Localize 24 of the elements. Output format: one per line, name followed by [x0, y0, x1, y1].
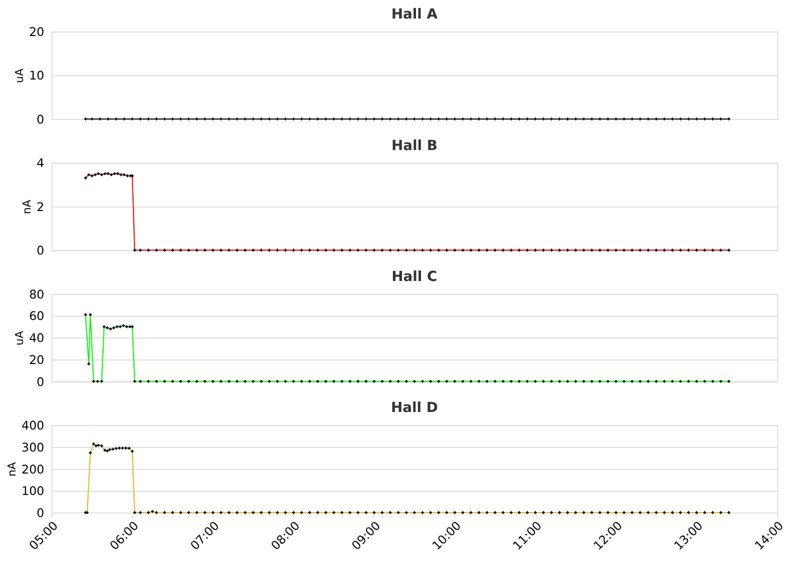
y-tick-label: 2	[36, 200, 44, 214]
y-tick-label: 0	[36, 374, 44, 389]
y-tick-label: 20	[29, 352, 44, 367]
y-tick-label: 80	[29, 287, 44, 302]
y-tick-label: 0	[36, 506, 44, 520]
y-axis-title: nA	[6, 462, 18, 477]
chart-title: Hall C	[392, 268, 438, 285]
y-tick-label: 40	[29, 331, 44, 346]
y-tick-label: 200	[21, 462, 44, 476]
chart-title: Hall A	[391, 6, 438, 23]
y-tick-label: 400	[21, 418, 44, 433]
chart-title: Hall B	[391, 138, 438, 154]
y-tick-label: 100	[21, 484, 44, 498]
y-tick-label: 4	[36, 156, 44, 170]
y-axis-title: uA	[13, 68, 26, 83]
y-tick-label: 0	[36, 244, 44, 258]
y-tick-label: 10	[29, 68, 44, 83]
y-axis-title: nA	[20, 199, 34, 214]
y-tick-label: 20	[29, 25, 44, 39]
y-tick-label: 60	[29, 309, 44, 324]
y-axis-title: uA	[13, 330, 26, 346]
chart-title: Hall D	[390, 400, 438, 416]
y-tick-label: 300	[21, 440, 44, 454]
y-tick-label: 0	[36, 112, 44, 126]
